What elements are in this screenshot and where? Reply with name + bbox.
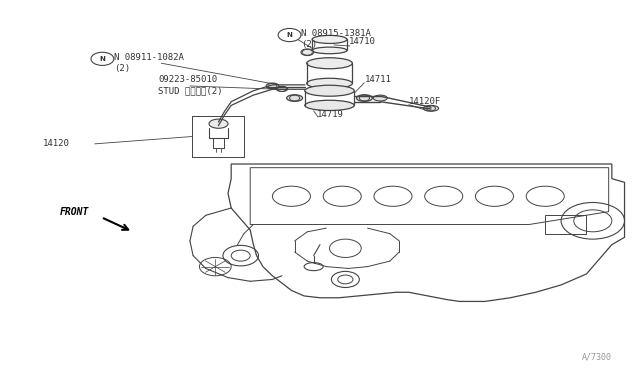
Ellipse shape	[276, 86, 287, 92]
Text: 14711: 14711	[364, 75, 391, 84]
Text: N: N	[99, 56, 106, 62]
Ellipse shape	[373, 95, 387, 101]
Text: FRONT: FRONT	[60, 207, 89, 217]
Text: N 08915-1381A
(2): N 08915-1381A (2)	[301, 29, 371, 49]
Text: 14120: 14120	[42, 140, 69, 148]
Text: 14719: 14719	[317, 110, 344, 119]
Ellipse shape	[424, 105, 438, 111]
Ellipse shape	[209, 119, 228, 128]
Ellipse shape	[305, 85, 355, 96]
Ellipse shape	[287, 95, 303, 101]
Ellipse shape	[305, 100, 355, 110]
Text: N: N	[287, 32, 292, 38]
Text: A/7300: A/7300	[582, 353, 612, 362]
Ellipse shape	[312, 35, 347, 44]
Ellipse shape	[301, 49, 314, 55]
Ellipse shape	[312, 47, 347, 54]
Text: N 08911-1082A
(2): N 08911-1082A (2)	[114, 53, 184, 73]
Text: 14710: 14710	[349, 37, 376, 46]
Ellipse shape	[307, 58, 353, 69]
Ellipse shape	[356, 95, 372, 101]
Ellipse shape	[266, 83, 279, 89]
Ellipse shape	[307, 78, 353, 89]
Text: 09223-85010
STUD スタッド(2): 09223-85010 STUD スタッド(2)	[158, 75, 223, 95]
Text: 14120F: 14120F	[409, 97, 441, 106]
